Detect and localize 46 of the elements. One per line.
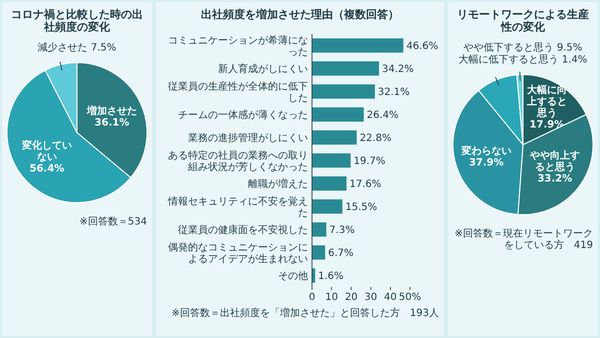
text: ※回答数＝現在リモートワークをしている方 419 bbox=[454, 228, 593, 252]
chart-title: リモートワークによる生産性の変化 bbox=[457, 8, 589, 34]
y-tick-label: 情報セキュリティに不安を覚えた bbox=[167, 195, 308, 219]
data-label: 36.1% bbox=[94, 118, 130, 129]
data-label: 22.8% bbox=[360, 133, 392, 144]
slice-label: 変わらない bbox=[460, 145, 512, 158]
y-tick-label: その他 bbox=[278, 270, 308, 282]
slice-label: やや向上すると思う bbox=[528, 149, 580, 173]
x-tick-label: 50% bbox=[398, 292, 422, 303]
data-label: 19.7% bbox=[354, 156, 386, 168]
data-label: 33.2% bbox=[537, 173, 572, 184]
data-label: 17.6% bbox=[349, 179, 382, 190]
slice-label: 増加させた bbox=[86, 105, 137, 118]
data-label: 56.4% bbox=[30, 164, 64, 175]
y-tick-label: 新人育成がしにくい bbox=[218, 63, 308, 76]
data-label: 34.2% bbox=[382, 64, 414, 76]
data-label: 15.5% bbox=[345, 202, 378, 214]
x-tick-label: 0 bbox=[308, 292, 316, 303]
y-tick-label: チームの一体感が薄くなった bbox=[178, 109, 308, 122]
data-label: 37.9% bbox=[468, 158, 504, 169]
y-tick-label: コミュニケーションが希薄になった bbox=[168, 34, 308, 58]
text: ※回答数＝534 bbox=[80, 216, 147, 228]
data-label: 32.1% bbox=[378, 87, 410, 98]
data-label: 6.7% bbox=[328, 248, 354, 260]
slice-label: 変化していない bbox=[20, 140, 72, 164]
y-tick-label: 業務の進捗管理がしにくい bbox=[188, 132, 308, 144]
x-tick-label: 40 bbox=[384, 292, 397, 303]
text: ※回答数＝出社頻度を「増加させた」と回答した方 193人 bbox=[172, 307, 439, 319]
chart-title: 出社頻度を増加させた理由（複数回答） bbox=[201, 8, 399, 21]
y-tick-label: 偶発的なコミュニケーションによるアイデアが生まれない bbox=[168, 242, 308, 265]
x-tick-label: 10 bbox=[325, 292, 338, 303]
y-tick-label: 従業員の生産性が全体的に低下した bbox=[168, 80, 308, 104]
data-label: 46.6% bbox=[406, 41, 438, 52]
x-tick-label: 20 bbox=[344, 292, 358, 303]
slice-label: やや低下すると思う 9.5% bbox=[464, 42, 582, 54]
data-label: 17.9% bbox=[530, 120, 564, 131]
data-label: 7.3% bbox=[329, 225, 355, 236]
slice-label: 減少させた 7.5% bbox=[38, 42, 116, 54]
data-label: 26.4% bbox=[366, 110, 399, 122]
y-tick-label: 離職が増えた bbox=[248, 178, 308, 190]
chart-title: コロナ禍と比較した時の出社頻度の変化 bbox=[11, 8, 143, 34]
slice-label: 大幅に低下すると思う 1.4% bbox=[458, 54, 588, 66]
y-tick-label: ある特定の社員の業務への取り組み状況が芳しくなかった bbox=[168, 149, 308, 173]
data-label: 1.6% bbox=[318, 271, 344, 282]
y-tick-label: 従業員の健康面を不安視した bbox=[178, 224, 308, 236]
x-tick-label: 30 bbox=[364, 292, 378, 303]
